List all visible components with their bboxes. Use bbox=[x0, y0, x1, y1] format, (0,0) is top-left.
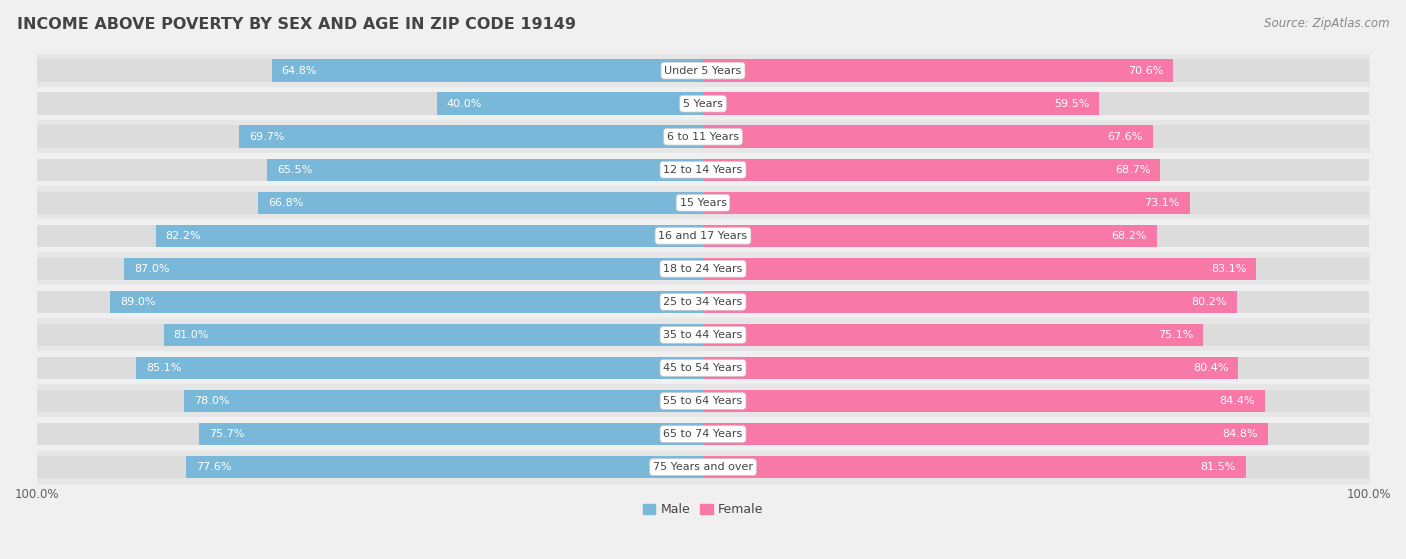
Bar bbox=[703, 125, 1369, 148]
Bar bbox=[239, 125, 703, 148]
Bar bbox=[703, 59, 1173, 82]
Bar bbox=[111, 291, 703, 313]
Bar bbox=[703, 92, 1369, 115]
Bar bbox=[703, 291, 1237, 313]
Text: 82.2%: 82.2% bbox=[166, 231, 201, 241]
Bar bbox=[37, 225, 703, 247]
Text: 87.0%: 87.0% bbox=[134, 264, 169, 274]
Bar bbox=[267, 159, 703, 181]
Text: 73.1%: 73.1% bbox=[1144, 198, 1180, 208]
Text: 18 to 24 Years: 18 to 24 Years bbox=[664, 264, 742, 274]
Bar bbox=[703, 225, 1369, 247]
Text: 65.5%: 65.5% bbox=[277, 165, 312, 175]
Bar bbox=[437, 92, 703, 115]
Bar bbox=[136, 357, 703, 379]
Text: 66.8%: 66.8% bbox=[269, 198, 304, 208]
Text: 55 to 64 Years: 55 to 64 Years bbox=[664, 396, 742, 406]
Bar bbox=[124, 258, 703, 280]
Text: 77.6%: 77.6% bbox=[197, 462, 232, 472]
Bar bbox=[703, 258, 1369, 280]
Bar bbox=[37, 390, 703, 412]
Text: 5 Years: 5 Years bbox=[683, 99, 723, 108]
Text: 16 and 17 Years: 16 and 17 Years bbox=[658, 231, 748, 241]
Bar bbox=[703, 324, 1204, 346]
Text: 59.5%: 59.5% bbox=[1053, 99, 1090, 108]
Text: 85.1%: 85.1% bbox=[146, 363, 181, 373]
Text: Source: ZipAtlas.com: Source: ZipAtlas.com bbox=[1264, 17, 1389, 30]
Bar bbox=[703, 423, 1268, 445]
Bar bbox=[703, 456, 1369, 479]
Bar bbox=[37, 423, 703, 445]
Text: 68.2%: 68.2% bbox=[1112, 231, 1147, 241]
Text: 80.4%: 80.4% bbox=[1192, 363, 1229, 373]
Bar bbox=[163, 324, 703, 346]
Text: 83.1%: 83.1% bbox=[1211, 264, 1246, 274]
Bar bbox=[703, 59, 1369, 82]
Bar bbox=[703, 357, 1239, 379]
Text: 67.6%: 67.6% bbox=[1108, 132, 1143, 142]
Bar bbox=[37, 159, 703, 181]
Bar bbox=[37, 258, 703, 280]
Bar bbox=[200, 423, 703, 445]
Bar bbox=[259, 192, 703, 214]
Bar bbox=[37, 192, 703, 214]
Bar bbox=[703, 159, 1369, 181]
Text: 84.4%: 84.4% bbox=[1219, 396, 1256, 406]
Text: 68.7%: 68.7% bbox=[1115, 165, 1150, 175]
Bar bbox=[703, 324, 1369, 346]
Bar bbox=[703, 159, 1160, 181]
Text: Under 5 Years: Under 5 Years bbox=[665, 65, 741, 75]
Text: 84.8%: 84.8% bbox=[1222, 429, 1257, 439]
Text: 70.6%: 70.6% bbox=[1128, 65, 1163, 75]
Bar bbox=[703, 357, 1369, 379]
Bar bbox=[37, 456, 703, 479]
Text: 35 to 44 Years: 35 to 44 Years bbox=[664, 330, 742, 340]
Bar bbox=[703, 291, 1369, 313]
Text: 6 to 11 Years: 6 to 11 Years bbox=[666, 132, 740, 142]
Text: 81.5%: 81.5% bbox=[1201, 462, 1236, 472]
Text: 64.8%: 64.8% bbox=[281, 65, 318, 75]
Bar bbox=[703, 390, 1265, 412]
Text: 89.0%: 89.0% bbox=[121, 297, 156, 307]
Text: 65 to 74 Years: 65 to 74 Years bbox=[664, 429, 742, 439]
Text: 40.0%: 40.0% bbox=[447, 99, 482, 108]
Bar bbox=[37, 125, 703, 148]
Bar bbox=[184, 390, 703, 412]
Bar bbox=[703, 390, 1369, 412]
Legend: Male, Female: Male, Female bbox=[643, 503, 763, 516]
Bar bbox=[37, 59, 703, 82]
Bar bbox=[703, 125, 1153, 148]
Bar bbox=[37, 92, 703, 115]
Bar bbox=[703, 225, 1157, 247]
Bar bbox=[703, 192, 1189, 214]
Bar bbox=[703, 92, 1099, 115]
Text: INCOME ABOVE POVERTY BY SEX AND AGE IN ZIP CODE 19149: INCOME ABOVE POVERTY BY SEX AND AGE IN Z… bbox=[17, 17, 576, 32]
Bar bbox=[703, 456, 1246, 479]
Text: 75.7%: 75.7% bbox=[209, 429, 245, 439]
Text: 80.2%: 80.2% bbox=[1191, 297, 1227, 307]
Text: 25 to 34 Years: 25 to 34 Years bbox=[664, 297, 742, 307]
Bar bbox=[37, 357, 703, 379]
Bar bbox=[703, 423, 1369, 445]
Bar bbox=[703, 192, 1369, 214]
Text: 78.0%: 78.0% bbox=[194, 396, 229, 406]
Text: 69.7%: 69.7% bbox=[249, 132, 284, 142]
Bar bbox=[156, 225, 703, 247]
Bar bbox=[37, 324, 703, 346]
Bar bbox=[187, 456, 703, 479]
Text: 15 Years: 15 Years bbox=[679, 198, 727, 208]
Text: 75 Years and over: 75 Years and over bbox=[652, 462, 754, 472]
Text: 81.0%: 81.0% bbox=[174, 330, 209, 340]
Text: 12 to 14 Years: 12 to 14 Years bbox=[664, 165, 742, 175]
Bar bbox=[271, 59, 703, 82]
Text: 45 to 54 Years: 45 to 54 Years bbox=[664, 363, 742, 373]
Bar bbox=[703, 258, 1256, 280]
Text: 75.1%: 75.1% bbox=[1157, 330, 1194, 340]
Bar bbox=[37, 291, 703, 313]
